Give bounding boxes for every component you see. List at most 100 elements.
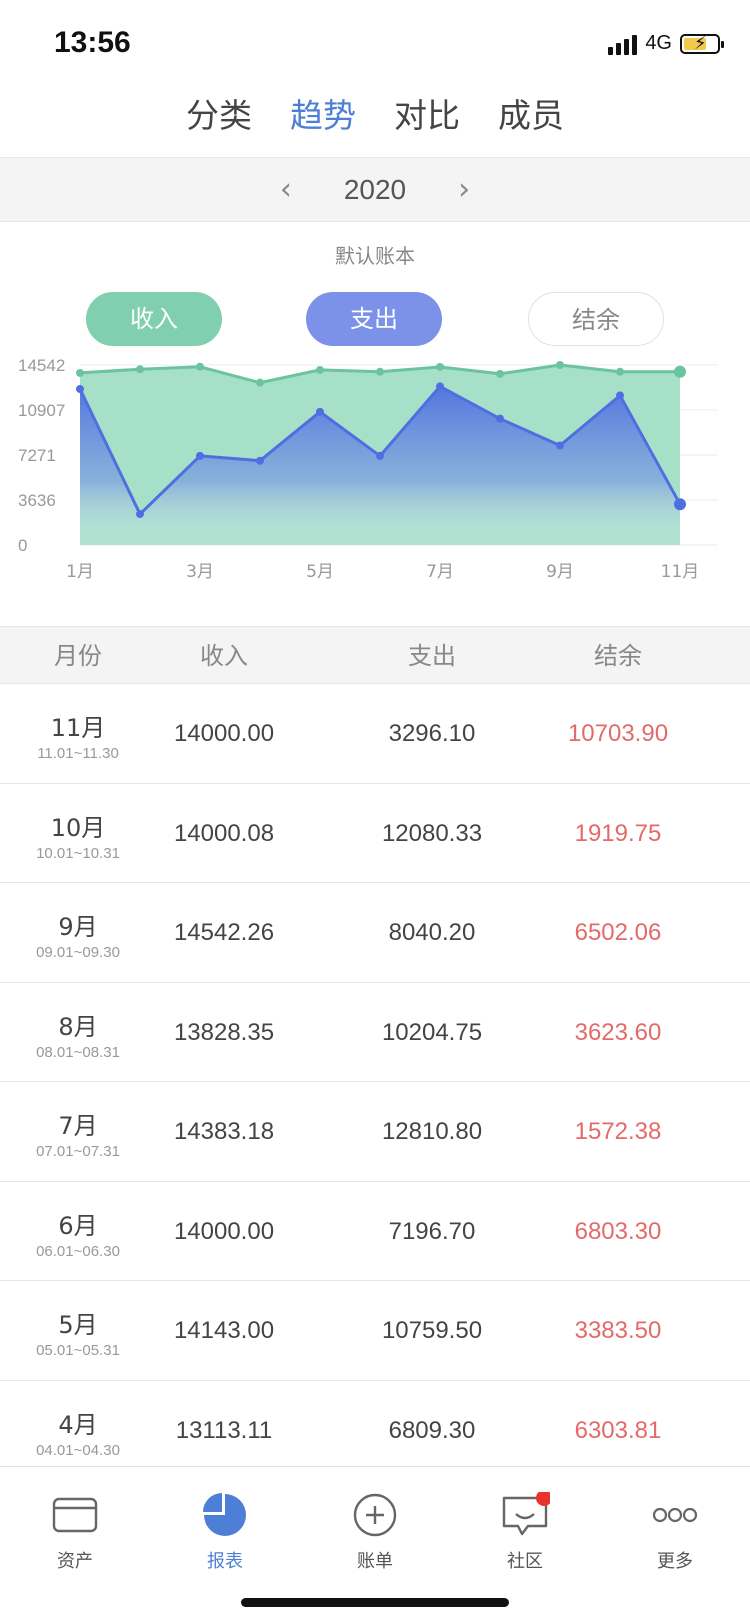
chat-icon — [495, 1485, 555, 1545]
nav-label: 账单 — [357, 1551, 393, 1572]
balance-value: 10703.90 — [567, 720, 669, 747]
month-label: 10月 — [50, 813, 106, 842]
bottom-nav: 资产 报表 账单 社区 更多 — [0, 1466, 750, 1623]
balance-toggle[interactable]: 结余 — [528, 292, 664, 346]
month-table: 11月 11.01~11.30 14000.00 3296.10 10703.9… — [0, 684, 750, 1466]
table-row[interactable]: 9月 09.01~09.30 14542.26 8040.20 6502.06 — [0, 883, 750, 983]
chevron-right-icon[interactable]: › — [458, 172, 471, 207]
balance-value: 3623.60 — [574, 1018, 662, 1046]
table-row[interactable]: 11月 11.01~11.30 14000.00 3296.10 10703.9… — [0, 684, 750, 784]
nav-label: 更多 — [657, 1551, 693, 1572]
data-point — [376, 367, 384, 376]
home-indicator — [241, 1598, 509, 1607]
month-range: 06.01~06.30 — [36, 1242, 120, 1260]
x-tick-label: 9月 — [546, 562, 574, 582]
data-point — [136, 365, 144, 374]
status-icons: 4G ⚡ — [608, 32, 724, 55]
balance-value: 6303.81 — [574, 1416, 662, 1444]
income-value: 14383.18 — [173, 1118, 275, 1145]
nav-community[interactable]: 社区 — [450, 1485, 600, 1573]
more-icon — [645, 1485, 705, 1545]
income-value: 14143.00 — [173, 1317, 275, 1344]
balance-value: 6803.30 — [574, 1217, 662, 1245]
expense-toggle[interactable]: 支出 — [306, 292, 442, 346]
data-point — [76, 368, 84, 377]
month-cell: 4月 04.01~04.30 — [0, 1381, 156, 1459]
month-range: 07.01~07.31 — [36, 1143, 120, 1160]
data-point — [496, 369, 504, 378]
status-time: 13:56 — [54, 26, 131, 59]
income-value: 13113.11 — [175, 1416, 273, 1444]
table-row[interactable]: 5月 05.01~05.31 14143.00 10759.50 3383.50 — [0, 1281, 750, 1381]
chevron-left-icon[interactable]: ‹ — [279, 172, 292, 207]
month-label: 8月 — [58, 1012, 98, 1041]
y-tick-label: 14542 — [18, 356, 65, 375]
x-tick-label: 7月 — [426, 562, 454, 582]
data-point — [256, 378, 264, 387]
data-point — [196, 451, 204, 460]
data-point — [496, 414, 504, 423]
data-point — [674, 498, 686, 511]
month-label: 7月 — [58, 1112, 98, 1140]
table-row[interactable]: 10月 10.01~10.31 14000.08 12080.33 1919.7… — [0, 784, 750, 883]
month-label: 9月 — [58, 913, 98, 941]
month-label: 4月 — [58, 1410, 98, 1439]
x-tick-label: 11月 — [661, 562, 700, 582]
x-tick-label: 1月 — [66, 562, 94, 582]
card-icon — [45, 1485, 105, 1545]
month-cell: 7月 07.01~07.31 — [0, 1082, 156, 1160]
data-point — [316, 365, 324, 374]
data-point — [196, 362, 204, 371]
tab-members[interactable]: 成员 — [498, 96, 564, 135]
income-value: 14542.26 — [173, 919, 275, 946]
nav-assets[interactable]: 资产 — [0, 1485, 150, 1573]
header-month: 月份 — [54, 642, 102, 670]
battery-icon: ⚡ — [680, 33, 724, 54]
income-toggle[interactable]: 收入 — [86, 292, 222, 346]
month-label: 6月 — [58, 1211, 98, 1240]
data-point — [616, 391, 624, 400]
income-value: 14000.00 — [173, 1217, 275, 1245]
tab-trend[interactable]: 趋势 — [290, 96, 356, 135]
table-row[interactable]: 6月 06.01~06.30 14000.00 7196.70 6803.30 — [0, 1182, 750, 1281]
month-cell: 11月 11.01~11.30 — [0, 684, 156, 762]
nav-bills[interactable]: 账单 — [300, 1485, 450, 1573]
data-point — [556, 441, 564, 450]
month-label: 11月 — [50, 714, 106, 742]
expense-value: 6809.30 — [388, 1416, 476, 1444]
month-range: 10.01~10.31 — [36, 844, 120, 862]
data-point — [316, 407, 324, 416]
table-row[interactable]: 4月 04.01~04.30 13113.11 6809.30 6303.81 — [0, 1381, 750, 1467]
table-row[interactable]: 7月 07.01~07.31 14383.18 12810.80 1572.38 — [0, 1082, 750, 1182]
income-value: 13828.35 — [173, 1018, 275, 1046]
table-row[interactable]: 8月 08.01~08.31 13828.35 10204.75 3623.60 — [0, 983, 750, 1082]
tab-compare[interactable]: 对比 — [394, 96, 460, 135]
data-point — [616, 367, 624, 376]
nav-more[interactable]: 更多 — [600, 1485, 750, 1573]
balance-value: 1572.38 — [574, 1118, 662, 1145]
month-cell: 5月 05.01~05.31 — [0, 1281, 156, 1359]
report-tabs: 分类 趋势 对比 成员 — [0, 86, 750, 158]
nav-reports[interactable]: 报表 — [150, 1485, 300, 1573]
y-tick-label: 0 — [18, 536, 27, 555]
network-label: 4G — [645, 32, 672, 54]
expense-value: 12080.33 — [381, 819, 483, 847]
table-header: 月份 收入 支出 结余 — [0, 626, 750, 684]
nav-label: 社区 — [507, 1551, 543, 1572]
data-point — [436, 362, 444, 371]
month-label: 5月 — [58, 1311, 98, 1339]
data-point — [674, 365, 686, 378]
series-area — [80, 386, 680, 545]
expense-value: 7196.70 — [388, 1217, 476, 1245]
data-point — [376, 451, 384, 460]
year-selector: ‹ 2020 › — [0, 158, 750, 222]
year-label: 2020 — [343, 173, 407, 205]
tab-category[interactable]: 分类 — [186, 96, 252, 135]
expense-value: 10759.50 — [381, 1317, 483, 1344]
plus-circle-icon — [345, 1485, 405, 1545]
notification-badge — [536, 1492, 550, 1506]
data-point — [76, 385, 84, 394]
month-cell: 9月 09.01~09.30 — [0, 883, 156, 961]
signal-icon — [608, 33, 638, 55]
nav-label: 报表 — [207, 1551, 243, 1572]
